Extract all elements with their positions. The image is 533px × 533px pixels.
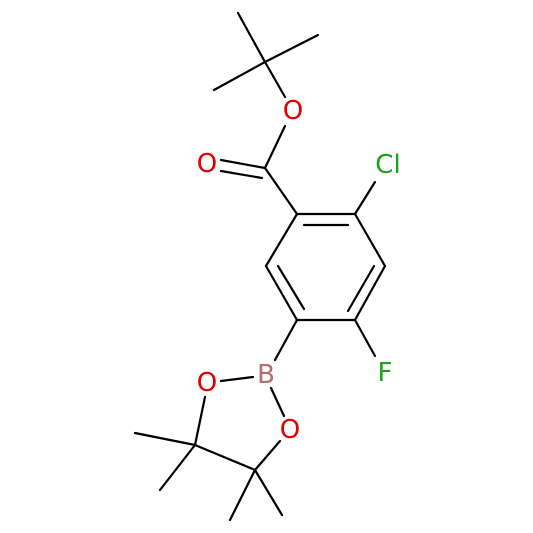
atom-label: O [283, 96, 303, 126]
atom-label: Cl [375, 150, 400, 180]
atom-label: B [257, 360, 275, 390]
bonds [133, 11, 387, 522]
atom-label: O [197, 368, 217, 398]
atom-label: O [197, 149, 217, 179]
atom-label: F [378, 358, 393, 388]
atom-label: O [280, 415, 300, 445]
